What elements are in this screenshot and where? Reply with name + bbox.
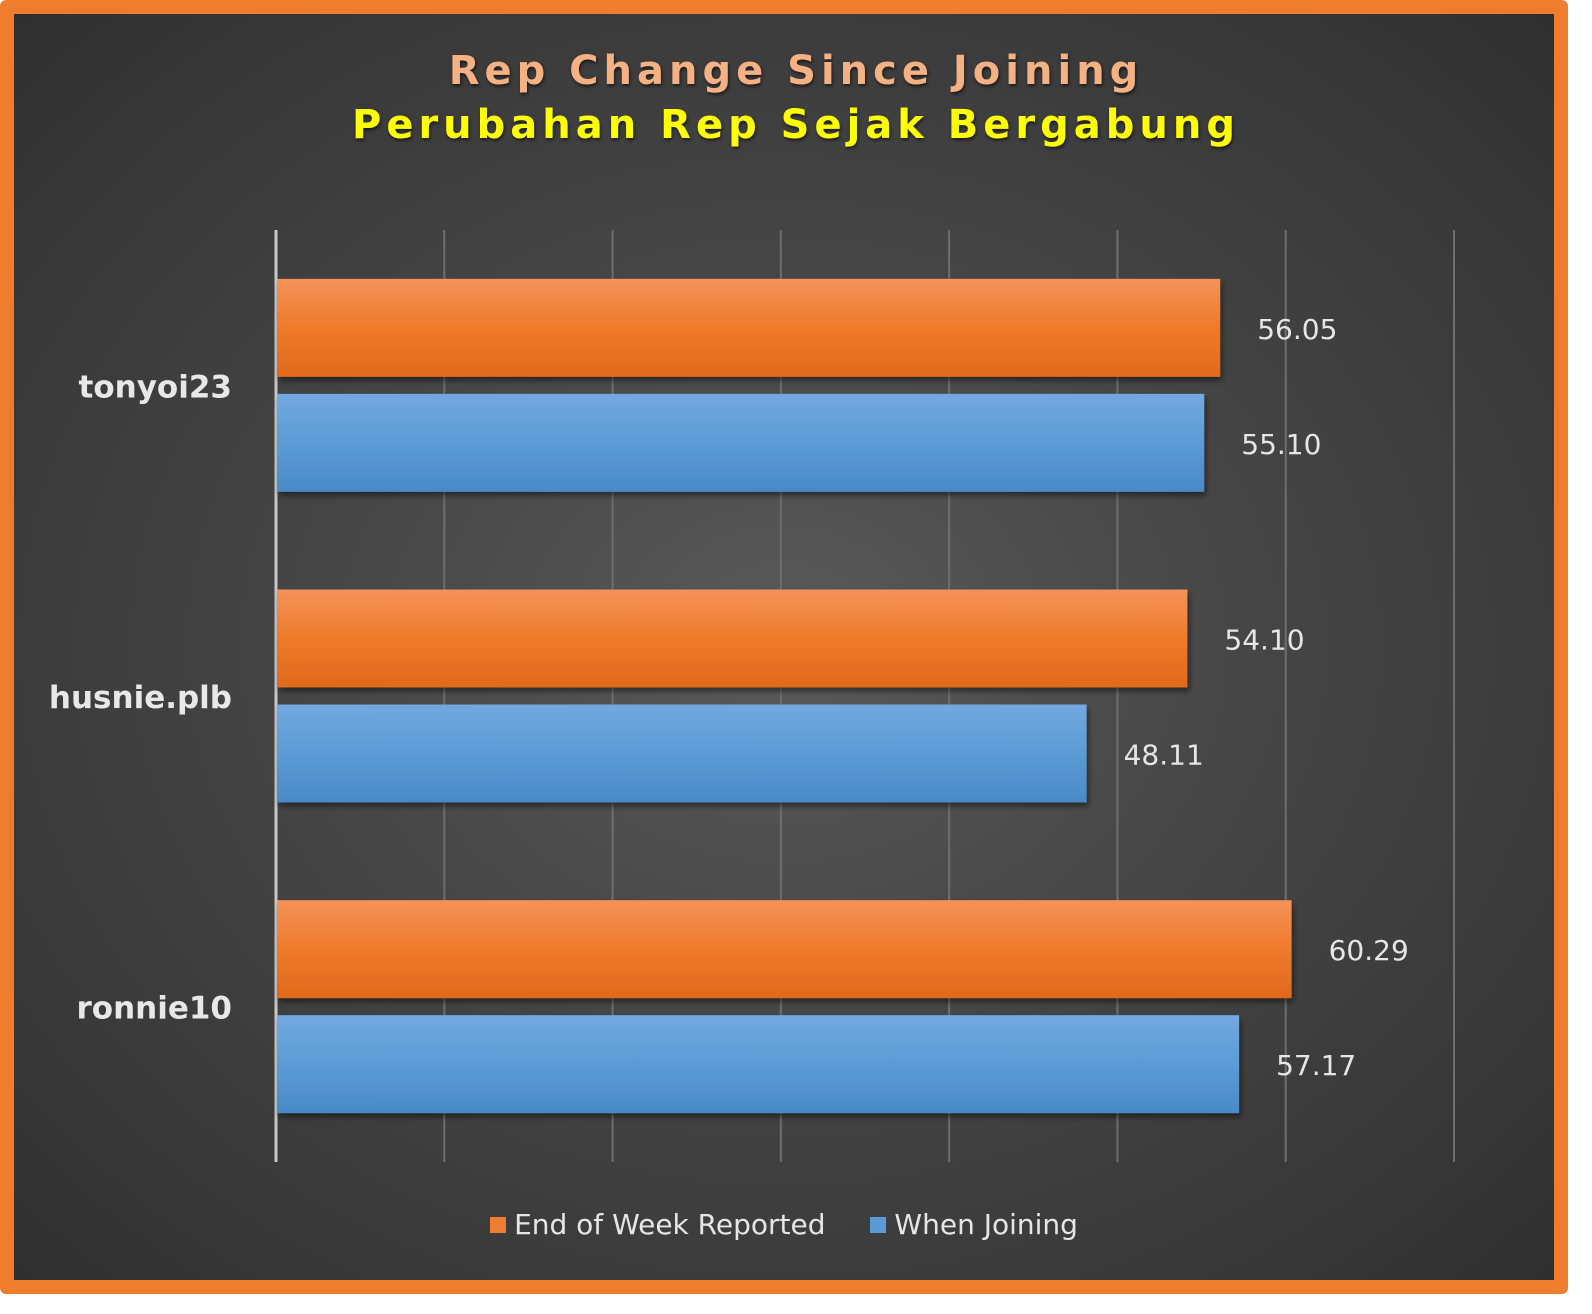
legend-label-end-of-week: End of Week Reported: [514, 1208, 826, 1241]
data-label: 48.11: [1124, 739, 1204, 772]
bar-when-joining: [277, 393, 1205, 492]
chart-title: Rep Change Since Joining: [448, 48, 1144, 94]
legend-swatch-orange: [490, 1217, 507, 1233]
data-label: 55.10: [1241, 428, 1321, 461]
bar-end-of-week: [277, 900, 1292, 999]
category-label: ronnie10: [76, 991, 232, 1027]
category-label: husnie.plb: [49, 680, 232, 716]
data-label: 54.10: [1224, 624, 1304, 657]
bar-end-of-week: [277, 589, 1188, 688]
category-label: tonyoi23: [79, 369, 232, 405]
legend-swatch-blue: [870, 1217, 887, 1233]
chart-subtitle: Perubahan Rep Sejak Bergabung: [352, 102, 1240, 148]
bar-when-joining: [277, 704, 1087, 803]
chart-legend: End of Week Reported When Joining: [0, 1208, 1568, 1241]
bar-end-of-week: [277, 278, 1221, 377]
data-label: 57.17: [1276, 1049, 1356, 1082]
legend-label-when-joining: When Joining: [894, 1208, 1078, 1241]
bar-when-joining: [277, 1015, 1240, 1114]
data-label: 56.05: [1257, 313, 1337, 346]
data-label: 60.29: [1329, 934, 1409, 967]
bar-plot-area: tonyoi23 56.05 55.10 husnie.plb 54.10 48.11 ro…: [49, 230, 1455, 1162]
legend-item-when-joining: When Joining: [870, 1208, 1078, 1241]
legend-item-end-of-week: End of Week Reported: [490, 1208, 826, 1241]
